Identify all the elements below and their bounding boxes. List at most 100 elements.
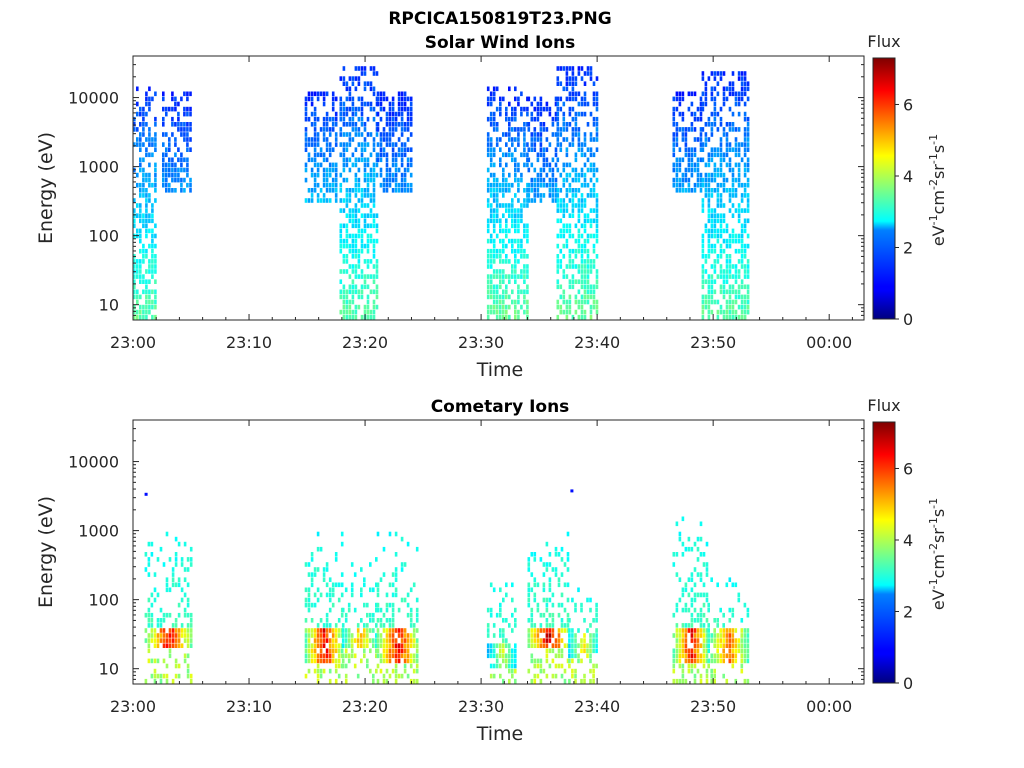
heatmap-cell bbox=[319, 628, 323, 633]
heatmap-cell bbox=[719, 309, 723, 315]
heatmap-cell bbox=[560, 572, 564, 577]
heatmap-cell bbox=[400, 536, 404, 542]
heatmap-cell bbox=[344, 653, 348, 659]
heatmap-cell bbox=[592, 172, 596, 178]
heatmap-cell bbox=[746, 633, 750, 638]
heatmap-cell bbox=[565, 122, 569, 127]
heatmap-cell bbox=[556, 106, 560, 112]
heatmap-cell bbox=[690, 147, 694, 152]
heatmap-cell bbox=[568, 643, 571, 648]
heatmap-cell bbox=[571, 648, 574, 654]
heatmap-cell bbox=[675, 653, 679, 659]
heatmap-cell bbox=[586, 233, 590, 239]
heatmap-cell bbox=[580, 269, 584, 274]
heatmap-cell bbox=[186, 597, 190, 603]
heatmap-cell bbox=[539, 167, 543, 173]
heatmap-cell bbox=[348, 264, 352, 269]
heatmap-cell bbox=[557, 638, 561, 643]
heatmap-cell bbox=[328, 628, 332, 633]
heatmap-cell bbox=[148, 101, 151, 107]
heatmap-cell bbox=[565, 208, 569, 213]
heatmap-cell bbox=[574, 81, 578, 86]
heatmap-cell bbox=[548, 162, 552, 168]
heatmap-cell bbox=[704, 96, 708, 102]
heatmap-cell bbox=[397, 673, 401, 679]
heatmap-cell bbox=[746, 162, 750, 168]
heatmap-cell bbox=[533, 582, 537, 588]
heatmap-cell bbox=[348, 106, 352, 112]
heatmap-cell bbox=[400, 673, 404, 679]
heatmap-cell bbox=[719, 304, 723, 310]
heatmap-cell bbox=[502, 309, 505, 315]
heatmap-cell bbox=[360, 203, 364, 208]
heatmap-cell bbox=[696, 177, 700, 183]
heatmap-cell bbox=[154, 269, 157, 274]
heatmap-cell bbox=[183, 541, 187, 547]
heatmap-cell bbox=[571, 653, 574, 659]
heatmap-cell bbox=[514, 259, 517, 264]
heatmap-cell bbox=[372, 612, 375, 618]
heatmap-cell bbox=[316, 653, 320, 659]
heatmap-cell bbox=[316, 116, 320, 122]
heatmap-cell bbox=[310, 188, 314, 193]
heatmap-cell bbox=[382, 653, 386, 659]
heatmap-cell bbox=[514, 648, 517, 654]
heatmap-cell bbox=[595, 101, 599, 107]
heatmap-cell bbox=[345, 314, 349, 320]
heatmap-cell bbox=[687, 628, 691, 633]
heatmap-cell bbox=[356, 643, 360, 648]
heatmap-cell bbox=[363, 188, 367, 193]
heatmap-cell bbox=[325, 116, 329, 122]
heatmap-cell bbox=[725, 628, 729, 633]
colorbar-tick-label: 4 bbox=[903, 531, 913, 550]
heatmap-cell bbox=[595, 198, 599, 203]
heatmap-cell bbox=[678, 597, 682, 603]
heatmap-cell bbox=[351, 127, 355, 132]
heatmap-cell bbox=[731, 582, 735, 588]
heatmap-cell bbox=[568, 91, 572, 97]
heatmap-cell bbox=[331, 147, 335, 152]
heatmap-cell bbox=[409, 633, 413, 638]
heatmap-cell bbox=[379, 653, 383, 659]
heatmap-cell bbox=[489, 137, 493, 142]
heatmap-cell bbox=[400, 562, 404, 567]
heatmap-cell bbox=[325, 623, 329, 628]
heatmap-cell bbox=[310, 658, 314, 664]
heatmap-cell bbox=[328, 643, 332, 648]
heatmap-cell bbox=[514, 668, 517, 674]
heatmap-cell bbox=[486, 101, 490, 107]
heatmap-cell bbox=[495, 213, 499, 218]
heatmap-cell bbox=[693, 618, 697, 623]
heatmap-cell bbox=[731, 188, 735, 193]
heatmap-cell bbox=[684, 152, 688, 158]
heatmap-cell bbox=[705, 678, 709, 684]
heatmap-cell bbox=[165, 111, 168, 117]
heatmap-cell bbox=[530, 607, 534, 613]
heatmap-cell bbox=[699, 147, 703, 152]
heatmap-cell bbox=[394, 167, 398, 173]
heatmap-cell bbox=[148, 264, 151, 269]
heatmap-cell bbox=[357, 106, 361, 112]
heatmap-cell bbox=[151, 259, 154, 264]
heatmap-cell bbox=[486, 628, 490, 633]
heatmap-cell bbox=[710, 208, 714, 213]
heatmap-cell bbox=[517, 238, 520, 244]
heatmap-cell bbox=[313, 633, 317, 638]
heatmap-cell bbox=[360, 116, 364, 122]
heatmap-cell bbox=[183, 137, 186, 142]
y-tick-label: 10 bbox=[99, 296, 119, 315]
heatmap-cell bbox=[345, 213, 349, 218]
heatmap-cell bbox=[557, 577, 561, 582]
heatmap-cell bbox=[539, 623, 543, 628]
heatmap-cell bbox=[592, 633, 595, 638]
heatmap-cell bbox=[331, 122, 335, 127]
heatmap-cell bbox=[595, 274, 599, 279]
heatmap-cell bbox=[356, 673, 360, 679]
heatmap-cell bbox=[360, 243, 364, 249]
heatmap-cell bbox=[136, 142, 139, 147]
heatmap-cell bbox=[508, 653, 511, 659]
heatmap-cell bbox=[325, 137, 329, 142]
heatmap-cell bbox=[325, 111, 329, 117]
heatmap-cell bbox=[725, 269, 729, 274]
heatmap-cell bbox=[527, 633, 531, 638]
